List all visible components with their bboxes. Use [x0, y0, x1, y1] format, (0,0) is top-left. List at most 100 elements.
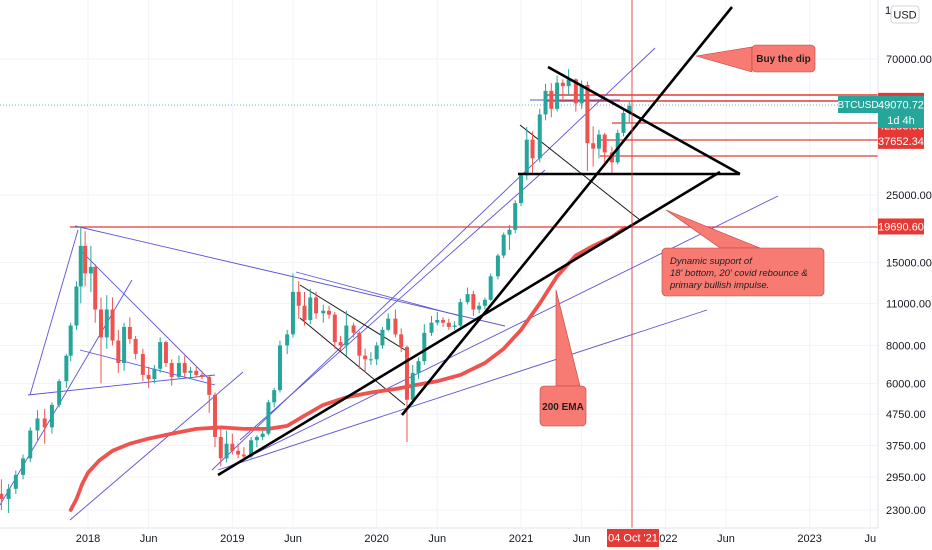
crosshair-date-label: 04 Oct '21: [608, 533, 658, 545]
candle: [213, 392, 218, 448]
ema-200-line: [68, 225, 627, 512]
price-tag: 19690.60: [878, 218, 924, 235]
candle: [537, 108, 542, 163]
price-tick-label: 3750.00: [886, 440, 926, 452]
candle: [254, 435, 259, 448]
candle: [49, 402, 54, 434]
candle: [566, 69, 571, 96]
candle: [194, 366, 199, 377]
candle: [386, 313, 391, 332]
candle: [57, 379, 62, 408]
candle: [176, 355, 181, 380]
annotation-dynamic-support[interactable]: Dynamic support of 18' bottom, 20' covid…: [661, 209, 825, 297]
time-tick-label: 2019: [220, 533, 244, 545]
candle: [422, 324, 427, 365]
candle: [530, 131, 535, 176]
candle: [507, 225, 512, 250]
candle: [441, 317, 446, 327]
candle: [146, 366, 151, 388]
candle: [169, 359, 174, 386]
candle: [368, 352, 373, 365]
price-tick-label: 2300.00: [886, 505, 926, 517]
candle: [116, 329, 121, 373]
candle: [357, 331, 362, 369]
last-price-symbol: BTCUSD: [837, 100, 878, 111]
candle: [435, 312, 440, 326]
candle: [42, 408, 47, 444]
price-axis[interactable]: [877, 0, 932, 528]
currency-badge[interactable]: USD: [890, 5, 920, 24]
time-tick-label: Jun: [284, 533, 302, 545]
candle: [621, 108, 626, 137]
candle: [110, 297, 115, 346]
candle: [127, 317, 132, 344]
candle: [602, 132, 607, 167]
time-tick-label: Jun: [717, 533, 735, 545]
candle: [0, 479, 4, 510]
time-tick-label: 2018: [76, 533, 100, 545]
price-tag-label: 37652.34: [878, 136, 924, 148]
price-tick-label: 15000.00: [886, 257, 932, 269]
candle: [452, 321, 457, 330]
price-tick-label: 11000.00: [886, 298, 931, 310]
candle: [285, 329, 290, 354]
candle: [524, 126, 529, 180]
candle: [477, 302, 482, 314]
dynamic-support-line-3: primary bullish impulse.: [669, 280, 769, 291]
time-tick-label: 2023: [797, 533, 821, 545]
horizontal-levels: [70, 94, 878, 228]
candle: [21, 454, 26, 480]
candle: [207, 374, 212, 413]
candle: [98, 297, 103, 384]
price-axis-labels: 70000.00 25000.00 15000.00 11000.00 8000.00 6…: [886, 54, 932, 517]
candle: [332, 312, 337, 349]
candle: [416, 357, 421, 380]
candle: [74, 281, 79, 330]
candle: [277, 340, 282, 393]
candle: [351, 322, 356, 338]
candle: [482, 297, 487, 310]
candle: [344, 310, 349, 356]
annotation-buy-the-dip[interactable]: Buy the dip: [695, 44, 816, 73]
candle: [501, 232, 506, 259]
candle: [465, 287, 470, 305]
candle: [35, 410, 40, 441]
candle: [272, 387, 277, 408]
candle: [374, 342, 379, 365]
candle: [230, 433, 235, 455]
candle: [446, 318, 451, 330]
price-tick-label: 4750.00: [886, 409, 926, 421]
time-axis[interactable]: [0, 527, 932, 550]
candle: [591, 126, 596, 167]
candle: [6, 484, 11, 513]
candle: [224, 430, 229, 463]
crosshair-date-tag: 04 Oct '21: [607, 529, 659, 547]
candle: [188, 366, 193, 380]
buy-the-dip-label: Buy the dip: [756, 54, 810, 65]
candle: [410, 364, 415, 405]
candle: [543, 83, 548, 121]
candle: [13, 470, 18, 494]
candle: [596, 129, 601, 159]
candle: [585, 81, 590, 171]
candle: [549, 83, 554, 118]
annotation-200-ema[interactable]: 200 EMA: [539, 289, 587, 427]
candle: [399, 328, 404, 353]
candle: [122, 322, 127, 371]
candle: [88, 245, 93, 292]
candle: [429, 315, 434, 336]
last-price-tag[interactable]: BTCUSD 49070.72 1d 4h: [837, 96, 924, 128]
time-tick-label: Ju: [864, 533, 876, 545]
last-price-value: 49070.72: [878, 100, 924, 112]
candle: [458, 298, 463, 327]
time-axis-labels: un2018Jun2019Jun2020Jun2021Jun2022Jun202…: [76, 533, 876, 545]
candle: [495, 253, 500, 280]
time-tick-label: Jun: [573, 533, 591, 545]
price-tick-label: 25000.00: [886, 190, 932, 202]
candle: [83, 231, 88, 287]
candle: [296, 281, 301, 319]
candle: [519, 173, 523, 206]
candle: [163, 340, 168, 367]
candle: [314, 291, 319, 319]
